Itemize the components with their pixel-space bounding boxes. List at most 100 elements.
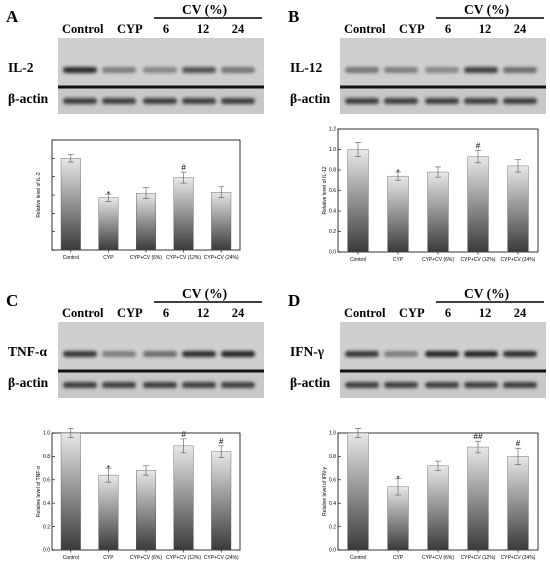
- target-band: [503, 67, 537, 73]
- chart-4: 0.0 0.2 0.4 0.6 0.8 1.0 Relative level of IFN-…: [322, 428, 539, 561]
- y-tick-label: 0.4: [43, 501, 50, 507]
- x-tick-label: CYP+CV (12%): [461, 257, 496, 263]
- header-dose-6: 6: [445, 306, 451, 320]
- y-tick-label: 0.0: [329, 548, 336, 554]
- y-tick-label: 0.6: [329, 188, 336, 194]
- header-lane-control: Control: [344, 22, 386, 36]
- y-tick-label: 0.6: [329, 478, 336, 484]
- actin-band: [425, 382, 459, 388]
- target-band: [464, 67, 498, 73]
- header-group-label: CV (%): [182, 286, 227, 301]
- target-band: [345, 351, 379, 357]
- header-dose-24: 24: [514, 22, 527, 36]
- header-dose-24: 24: [514, 306, 527, 320]
- actin-band: [63, 382, 97, 388]
- x-tick-label: CYP: [393, 257, 404, 263]
- y-axis-label: Relative level of IL-2: [36, 172, 42, 218]
- x-tick-label: CYP+CV (24%): [204, 255, 239, 261]
- blot-target-strip: [340, 322, 546, 370]
- x-tick-label: CYP+CV (6%): [422, 257, 454, 263]
- y-tick-label: 0.8: [329, 168, 336, 174]
- x-tick-label: Control: [350, 257, 366, 263]
- bar: [136, 192, 156, 251]
- target-band: [425, 351, 459, 357]
- bar: [507, 456, 529, 551]
- x-tick-label: Control: [63, 255, 79, 261]
- bar: [347, 432, 369, 551]
- significance-mark: #: [219, 437, 224, 446]
- bar: [211, 192, 232, 251]
- target-band: [182, 351, 216, 357]
- actin-band: [345, 382, 379, 388]
- actin-band: [464, 382, 498, 388]
- target-band: [464, 351, 498, 357]
- header-lane-control: Control: [62, 22, 104, 36]
- target-band: [63, 351, 97, 357]
- y-tick-label: 0.4: [329, 501, 336, 507]
- actin-band: [503, 98, 537, 104]
- y-tick-label: 0.6: [43, 478, 50, 484]
- actin-band: [63, 98, 97, 104]
- header-lane-cyp: CYP: [117, 306, 143, 320]
- x-tick-label: Control: [350, 555, 366, 561]
- x-tick-label: CYP+CV (6%): [422, 555, 454, 561]
- significance-mark: *: [107, 190, 110, 199]
- actin-band: [384, 382, 418, 388]
- blot-loading-label: β-actin: [8, 375, 49, 390]
- header-dose-6: 6: [445, 22, 451, 36]
- header-group-label: CV (%): [464, 2, 509, 17]
- actin-band: [102, 98, 136, 104]
- header-dose-6: 6: [163, 22, 169, 36]
- panel-letter: D: [288, 291, 300, 310]
- header-dose-12: 12: [197, 306, 210, 320]
- significance-mark: ##: [474, 432, 483, 441]
- target-band: [384, 351, 418, 357]
- header-lane-control: Control: [344, 306, 386, 320]
- header-lane-cyp: CYP: [117, 22, 143, 36]
- significance-mark: *: [396, 475, 399, 484]
- chart-1: Relative level of IL-2 Control * CYP CYP+CV …: [36, 139, 241, 261]
- target-band: [143, 67, 177, 73]
- actin-band: [384, 98, 418, 104]
- bar: [60, 158, 81, 251]
- target-band: [425, 67, 459, 73]
- y-tick-label: 0.0: [43, 548, 50, 554]
- header-dose-12: 12: [479, 22, 492, 36]
- panel-c: C Control CYP CV (%) 6 12 24 TNF-α β-actin: [6, 286, 264, 398]
- x-tick-label: CYP+CV (12%): [166, 555, 201, 561]
- y-tick-label: 0.2: [329, 229, 336, 235]
- header-group-label: CV (%): [182, 2, 227, 17]
- y-axis-label: Relative level of IL-12: [322, 166, 328, 214]
- header-dose-12: 12: [479, 306, 492, 320]
- chart-2: 0.0 0.2 0.4 0.6 0.8 1.0 1.2 Relative level of I…: [322, 127, 539, 263]
- target-band: [143, 351, 177, 357]
- header-lane-cyp: CYP: [399, 306, 425, 320]
- significance-mark: #: [181, 163, 186, 172]
- significance-mark: #: [181, 430, 186, 439]
- actin-band: [182, 98, 216, 104]
- y-tick-label: 0.2: [329, 524, 336, 530]
- header-dose-12: 12: [197, 22, 210, 36]
- actin-band: [102, 382, 136, 388]
- header-lane-control: Control: [62, 306, 104, 320]
- header-lane-cyp: CYP: [399, 22, 425, 36]
- bar: [347, 149, 369, 253]
- actin-band: [221, 382, 255, 388]
- bar: [98, 474, 119, 551]
- x-tick-label: CYP: [393, 555, 404, 561]
- blot-target-label: IL-12: [290, 60, 323, 75]
- target-band: [182, 67, 216, 73]
- bar: [427, 171, 449, 253]
- target-band: [221, 351, 255, 357]
- bar: [136, 470, 156, 551]
- panel-letter: A: [6, 7, 19, 26]
- x-tick-label: CYP: [103, 255, 114, 261]
- actin-band: [425, 98, 459, 104]
- panel-a: A Control CYP CV (%) 6 12 24 IL-2 β-actin: [6, 2, 264, 114]
- blot-target-strip: [58, 322, 264, 370]
- y-tick-label: 1.2: [329, 127, 336, 133]
- blot-target-strip: [58, 38, 264, 86]
- header-dose-24: 24: [232, 306, 245, 320]
- header-dose-6: 6: [163, 306, 169, 320]
